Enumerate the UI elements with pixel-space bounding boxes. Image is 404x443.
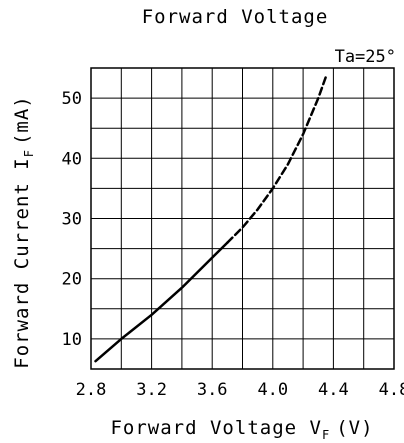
- y-tick-label: 20: [62, 270, 82, 290]
- y-tick-label: 30: [62, 210, 82, 230]
- y-tick-label: 40: [62, 149, 82, 169]
- x-axis-label: Forward Voltage VF (V): [110, 417, 373, 442]
- x-tick-labels: 2.8 3.2 3.6 4.0 4.4 4.8: [76, 380, 404, 400]
- x-tick-label: 4.8: [379, 380, 404, 400]
- temperature-annotation: Ta=25°: [335, 47, 396, 67]
- x-axis-label-prefix: Forward Voltage V: [110, 417, 321, 439]
- chart-title: Forward Voltage: [142, 6, 329, 28]
- x-tick-label: 3.2: [136, 380, 167, 400]
- grid-lines: [91, 68, 394, 369]
- y-axis-label-prefix: Forward Current I: [11, 157, 33, 368]
- x-axis-label-subscript: F: [322, 428, 330, 442]
- x-tick-label: 4.4: [318, 380, 349, 400]
- series-line-dashed: [226, 75, 328, 244]
- plot-frame: [90, 67, 395, 370]
- data-lines: [94, 75, 328, 363]
- x-axis-label-suffix: (V): [336, 417, 373, 439]
- y-axis-label-subscript: F: [22, 149, 36, 157]
- y-tick-label: 10: [62, 330, 82, 350]
- x-tick-label: 3.6: [197, 380, 228, 400]
- x-tick-label: 2.8: [76, 380, 107, 400]
- y-axis-label-suffix: (mA): [11, 95, 33, 145]
- series-line-solid: [94, 241, 229, 363]
- y-tick-labels: 10 20 30 40 50: [62, 89, 82, 350]
- y-tick-label: 50: [62, 89, 82, 109]
- x-tick-label: 4.0: [257, 380, 288, 400]
- y-axis-label: Forward Current IF (mA): [11, 95, 36, 368]
